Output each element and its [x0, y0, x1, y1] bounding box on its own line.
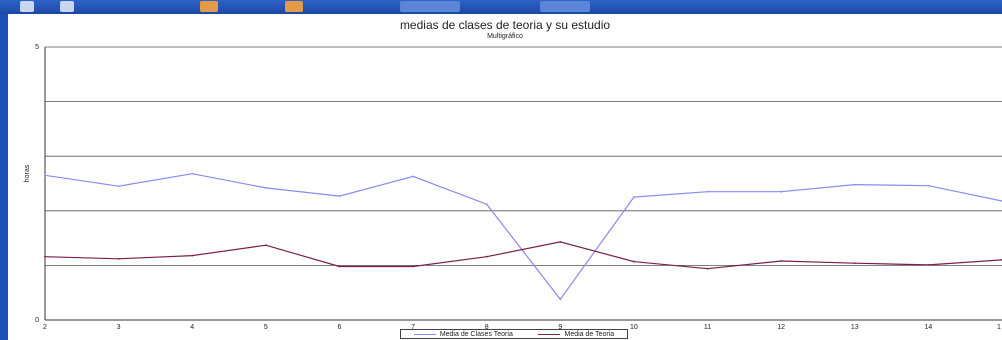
series-line-media-de-teoria	[44, 241, 1002, 270]
data-point	[412, 265, 414, 268]
data-point	[485, 203, 488, 206]
data-point	[780, 260, 783, 262]
data-point	[191, 172, 194, 175]
data-point	[927, 184, 930, 187]
data-point	[780, 190, 783, 193]
x-tick-label: 5	[264, 324, 268, 331]
chart-frame: medias de clases de teoria y su estudio …	[8, 14, 1002, 340]
data-point	[706, 190, 709, 193]
toolbar-button[interactable]	[20, 1, 34, 12]
data-point	[264, 186, 267, 189]
x-tick-label: 3	[117, 324, 121, 331]
data-point	[559, 241, 562, 243]
toolbar-button[interactable]	[60, 1, 74, 12]
legend-item-media-de-clases-teoria: Media de Clases Teoria	[413, 330, 513, 338]
data-point	[853, 262, 856, 265]
legend-label-media-de-teoria: Media de Teoria	[564, 330, 615, 338]
chart-legend: Media de Clases Teoria Media de Teoria	[400, 329, 628, 339]
y-tick-label: 5	[35, 44, 39, 51]
window-border	[0, 14, 8, 340]
data-point	[706, 267, 709, 270]
data-point	[264, 244, 267, 247]
x-tick-label: 6	[338, 324, 342, 331]
legend-label-media-de-clases-teoria: Media de Clases Teoria	[439, 330, 513, 338]
data-point	[191, 254, 194, 257]
series-line-media-de-clases-teoria	[44, 173, 1002, 301]
x-tick-label: 14	[924, 324, 932, 331]
x-tick-label: 12	[777, 324, 785, 331]
chart-title: medias de clases de teoria y su estudio	[399, 18, 611, 32]
data-point	[633, 196, 635, 199]
toolbar-button[interactable]	[285, 1, 303, 12]
y-axis-label: horas	[24, 164, 31, 182]
legend-swatch-media-de-teoria	[538, 333, 561, 335]
data-point	[485, 255, 488, 258]
x-tick-label: 11	[704, 324, 711, 331]
chart-subtitle: Multigráfico	[487, 33, 523, 40]
toolbar-button[interactable]	[540, 1, 590, 12]
x-tick-label: 1	[997, 324, 1001, 331]
toolbar-button[interactable]	[400, 1, 460, 12]
toolbar-button[interactable]	[200, 1, 218, 12]
x-tick-label: 2	[43, 324, 47, 331]
legend-swatch-media-de-clases-teoria	[413, 333, 436, 335]
data-point	[927, 263, 930, 266]
data-point	[338, 265, 341, 268]
x-tick-label: 7	[411, 324, 415, 331]
x-tick-label: 8	[485, 324, 489, 331]
data-point	[633, 260, 635, 263]
x-tick-label: 10	[630, 324, 638, 331]
line-chart-plot: 0 5 2 3 4 5 6 7 8 9 10 11 12 13 14 1 horas	[24, 44, 1002, 331]
x-tick-label: 13	[851, 324, 859, 331]
data-point	[338, 195, 341, 197]
data-point	[44, 174, 46, 177]
taskbar-toolbar	[0, 0, 1002, 14]
data-point	[853, 183, 856, 186]
data-point	[44, 255, 46, 258]
legend-item-media-de-teoria: Media de Teoria	[538, 331, 614, 338]
y-tick-label: 0	[35, 317, 39, 324]
data-point	[117, 185, 120, 188]
x-tick-label: 9	[558, 324, 562, 331]
data-point	[559, 298, 562, 301]
data-point	[412, 175, 414, 178]
x-tick-label: 4	[190, 324, 194, 331]
data-point	[117, 257, 120, 260]
